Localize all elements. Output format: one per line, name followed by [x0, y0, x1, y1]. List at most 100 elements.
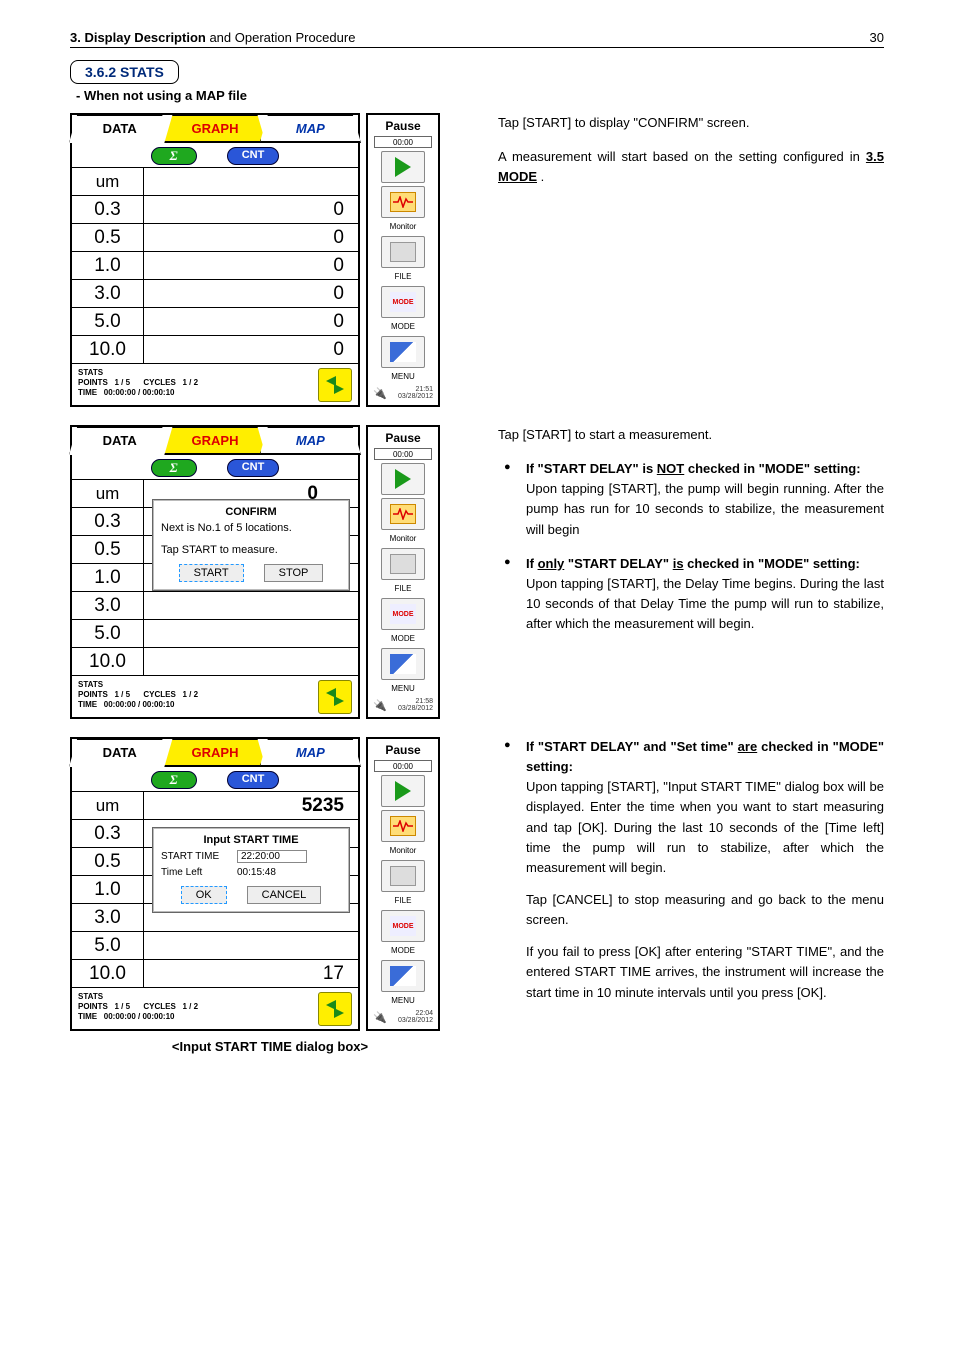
sidebar: Pause 00:00 Monitor FILE MODE MODE MENU … — [366, 113, 440, 407]
bullet-3: If "START DELAY" and "Set time" are chec… — [498, 737, 884, 1003]
mode-button[interactable]: MODE — [381, 598, 425, 630]
tab-data[interactable]: DATA — [69, 427, 170, 455]
tab-map[interactable]: MAP — [260, 739, 361, 767]
tab-data[interactable]: DATA — [69, 115, 170, 143]
cnt-pill[interactable]: CNT — [227, 771, 280, 789]
screenshot-3-caption: <Input START TIME dialog box> — [70, 1039, 470, 1054]
nav-arrows-button[interactable] — [318, 680, 352, 714]
sigma-pill[interactable]: Σ — [151, 147, 197, 165]
t: checked in "MODE" setting: — [684, 556, 860, 571]
p1b-1: A measurement will start based on the se… — [498, 149, 866, 164]
size: 3.0 — [72, 904, 144, 932]
confirm-msg2: Tap START to measure. — [161, 544, 341, 556]
start-button[interactable]: START — [179, 564, 244, 582]
clock: 22:04 — [415, 1010, 433, 1017]
col-header-size: um — [72, 792, 144, 820]
l: TIME — [78, 700, 97, 709]
size-100: 10.0 — [72, 336, 144, 364]
monitor-button[interactable] — [381, 498, 425, 530]
pause-label: Pause — [385, 431, 420, 445]
p1b-2: . — [537, 169, 544, 184]
monitor-label: Monitor — [390, 846, 417, 855]
size: 0.5 — [72, 848, 144, 876]
play-button[interactable] — [381, 775, 425, 807]
l: POINTS — [78, 690, 108, 699]
sigma-pill[interactable]: Σ — [151, 771, 197, 789]
time-left-value: 00:15:48 — [237, 867, 276, 878]
footer-stats: STATS — [78, 680, 103, 689]
file-icon — [390, 242, 416, 262]
tab-data[interactable]: DATA — [69, 739, 170, 767]
mode-icon: MODE — [390, 916, 416, 936]
screenshot-1: DATA GRAPH MAP Σ CNT um0 0.30 0.50 1.00 … — [70, 113, 470, 407]
header-title-rest: and Operation Procedure — [206, 30, 356, 45]
size: 0.5 — [72, 536, 144, 564]
tab-map[interactable]: MAP — [260, 115, 361, 143]
clock: 21:51 — [415, 386, 433, 393]
tab-map[interactable]: MAP — [260, 427, 361, 455]
stop-button[interactable]: STOP — [264, 564, 324, 582]
tab-graph[interactable]: GRAPH — [164, 427, 265, 455]
menu-icon — [390, 342, 416, 362]
tab-graph[interactable]: GRAPH — [164, 739, 265, 767]
menu-button[interactable] — [381, 336, 425, 368]
monitor-button[interactable] — [381, 186, 425, 218]
plug-icon: 🔌 — [373, 1011, 387, 1024]
file-button[interactable] — [381, 548, 425, 580]
count: 0 — [144, 227, 358, 249]
header-title: 3. Display Description and Operation Pro… — [70, 30, 355, 45]
v: 1 / 5 — [114, 1002, 130, 1011]
date: 03/28/2012 — [398, 393, 433, 400]
play-icon — [395, 781, 411, 801]
menu-button[interactable] — [381, 960, 425, 992]
mode-button[interactable]: MODE — [381, 910, 425, 942]
u: NOT — [657, 461, 684, 476]
play-button[interactable] — [381, 151, 425, 183]
ok-button[interactable]: OK — [181, 886, 227, 904]
col-header-size: um — [72, 168, 144, 196]
file-button[interactable] — [381, 860, 425, 892]
footer-stats: STATS — [78, 368, 103, 377]
t: checked in "MODE" setting: — [684, 461, 860, 476]
mode-button[interactable]: MODE — [381, 286, 425, 318]
nav-arrows-button[interactable] — [318, 368, 352, 402]
nav-arrows-button[interactable] — [318, 992, 352, 1026]
start-time-input[interactable] — [237, 850, 307, 863]
cancel-button[interactable]: CANCEL — [247, 886, 322, 904]
play-button[interactable] — [381, 463, 425, 495]
l: CYCLES — [143, 690, 175, 699]
plug-icon: 🔌 — [373, 699, 387, 712]
monitor-button[interactable] — [381, 810, 425, 842]
timer-box: 00:00 — [374, 136, 432, 148]
menu-button[interactable] — [381, 648, 425, 680]
confirm-dialog: CONFIRM Next is No.1 of 5 locations. Tap… — [152, 499, 350, 591]
size-05: 0.5 — [72, 224, 144, 252]
confirm-title: CONFIRM — [161, 506, 341, 518]
u: is — [673, 556, 684, 571]
section-heading: 3.6.2 STATS — [70, 60, 179, 84]
confirm-msg1: Next is No.1 of 5 locations. — [161, 522, 341, 534]
p1a: Tap [START] to display "CONFIRM" screen. — [498, 113, 884, 133]
v: 1 / 2 — [183, 1002, 199, 1011]
body: Upon tapping [START], the Delay Time beg… — [526, 576, 884, 631]
menu-icon — [390, 966, 416, 986]
cnt-pill[interactable]: CNT — [227, 147, 280, 165]
size-03: 0.3 — [72, 196, 144, 224]
cnt-pill[interactable]: CNT — [227, 459, 280, 477]
size: 0.3 — [72, 820, 144, 848]
footer-time-lbl: TIME — [78, 388, 97, 397]
monitor-label: Monitor — [390, 534, 417, 543]
footer-stats: STATS — [78, 992, 103, 1001]
file-button[interactable] — [381, 236, 425, 268]
count: 0 — [144, 311, 358, 333]
menu-label: MENU — [391, 684, 415, 693]
sigma-pill[interactable]: Σ — [151, 459, 197, 477]
play-icon — [395, 469, 411, 489]
tab-graph[interactable]: GRAPH — [164, 115, 265, 143]
monitor-icon — [390, 504, 416, 524]
monitor-icon — [390, 816, 416, 836]
description-1: Tap [START] to display "CONFIRM" screen.… — [470, 113, 884, 187]
l: TIME — [78, 1012, 97, 1021]
v: 00:00:00 / 00:00:10 — [104, 700, 175, 709]
time-left-label: Time Left — [161, 867, 231, 878]
